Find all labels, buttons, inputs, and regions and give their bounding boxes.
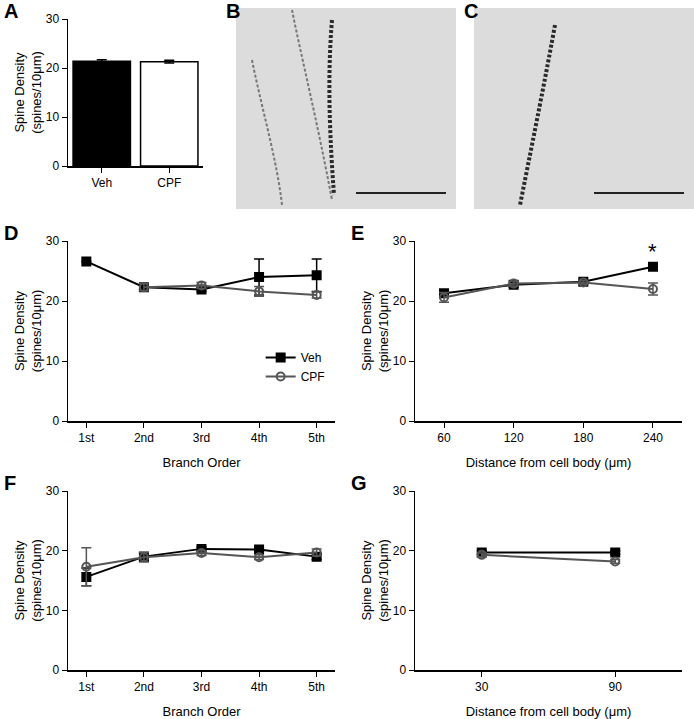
svg-text:5th: 5th (308, 431, 325, 445)
svg-text:CPF: CPF (157, 176, 181, 190)
svg-text:240: 240 (643, 431, 663, 445)
svg-text:CPF: CPF (301, 370, 325, 384)
svg-text:10: 10 (46, 354, 60, 368)
html-text:B: B (226, 0, 241, 22)
svg-text:60: 60 (437, 431, 451, 445)
html-text:D: D (4, 222, 19, 244)
svg-text:90: 90 (609, 680, 623, 694)
svg-text:Spine Density(spines/10μm): Spine Density(spines/10μm) (12, 539, 44, 622)
svg-text:20: 20 (393, 544, 407, 558)
svg-text:0: 0 (399, 414, 406, 428)
svg-text:30: 30 (393, 484, 407, 498)
svg-text:0: 0 (52, 159, 59, 173)
html-text:E: E (351, 222, 365, 244)
svg-text:5th: 5th (308, 680, 325, 694)
svg-text:20: 20 (46, 61, 60, 75)
svg-text:Spine Density(spines/10μm): Spine Density(spines/10μm) (359, 290, 391, 373)
svg-text:20: 20 (393, 294, 407, 308)
svg-text:4th: 4th (251, 431, 268, 445)
svg-text:120: 120 (504, 431, 524, 445)
svg-text:10: 10 (393, 354, 407, 368)
html-text:C: C (464, 0, 479, 22)
svg-text:Spine Density(spines/10μm): Spine Density(spines/10μm) (12, 290, 44, 373)
svg-text:Branch Order: Branch Order (162, 455, 241, 470)
html-text:A: A (4, 0, 19, 22)
svg-text:0: 0 (52, 663, 59, 677)
svg-text:3rd: 3rd (193, 680, 210, 694)
svg-text:30: 30 (46, 234, 60, 248)
svg-text:20: 20 (46, 544, 60, 558)
svg-text:30: 30 (46, 12, 60, 26)
svg-text:30: 30 (393, 234, 407, 248)
svg-text:1st: 1st (78, 680, 95, 694)
svg-text:180: 180 (573, 431, 593, 445)
svg-text:Veh: Veh (301, 351, 322, 365)
html-text:G: G (351, 472, 367, 494)
svg-text:Spine Density(spines/10μm): Spine Density(spines/10μm) (359, 539, 391, 622)
svg-text:Distance from cell body (μm): Distance from cell body (μm) (466, 704, 632, 719)
svg-text:4th: 4th (251, 680, 268, 694)
svg-text:20: 20 (46, 294, 60, 308)
svg-text:30: 30 (46, 484, 60, 498)
svg-text:Veh: Veh (91, 176, 112, 190)
svg-text:0: 0 (399, 663, 406, 677)
svg-text:Branch Order: Branch Order (162, 704, 241, 719)
html-text:F: F (4, 472, 17, 494)
svg-text:10: 10 (393, 604, 407, 618)
svg-text:1st: 1st (78, 431, 95, 445)
svg-text:2nd: 2nd (134, 431, 154, 445)
svg-text:*: * (648, 239, 657, 264)
svg-text:30: 30 (475, 680, 489, 694)
svg-text:Spine Density(spines/10μm): Spine Density(spines/10μm) (12, 51, 44, 134)
svg-text:10: 10 (46, 604, 60, 618)
svg-text:Distance from cell body (μm): Distance from cell body (μm) (466, 455, 632, 470)
svg-text:10: 10 (46, 110, 60, 124)
svg-text:0: 0 (52, 414, 59, 428)
svg-text:2nd: 2nd (134, 680, 154, 694)
svg-text:3rd: 3rd (193, 431, 210, 445)
